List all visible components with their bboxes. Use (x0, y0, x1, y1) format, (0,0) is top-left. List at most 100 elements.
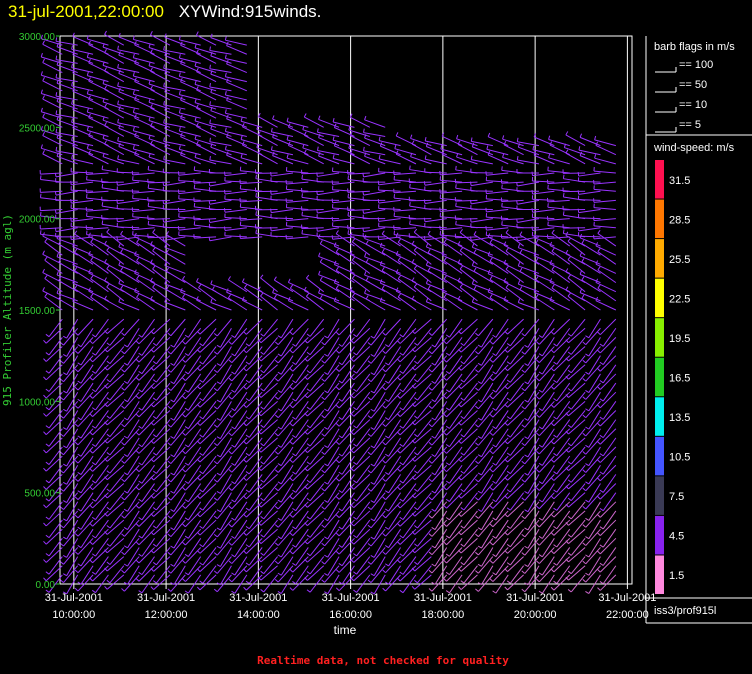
wind-barb-flag (71, 63, 74, 68)
wind-barb (270, 180, 293, 183)
wind-barb-flag (504, 440, 508, 445)
wind-barb-flag (121, 460, 125, 464)
wind-barb-flag (521, 570, 526, 574)
wind-barb-flag (324, 353, 329, 357)
wind-barb (48, 355, 63, 374)
wind-barb-flag (77, 344, 82, 348)
wind-barb (102, 119, 124, 128)
wind-barb-flag (506, 580, 511, 584)
wind-barb-flag (104, 259, 107, 264)
wind-barb-flag (182, 432, 186, 436)
speed-bin-swatch (655, 199, 664, 239)
wind-barb (431, 318, 448, 336)
wind-barb (95, 556, 109, 575)
wind-barb (194, 102, 217, 110)
wind-barb (92, 327, 109, 344)
wind-barb (495, 391, 509, 411)
wind-barb-flag (224, 36, 227, 41)
wind-barb (595, 300, 617, 311)
wind-barb (216, 391, 232, 410)
wind-barb (501, 181, 524, 184)
wind-barb (63, 565, 79, 583)
wind-barb (431, 337, 448, 355)
wind-barb (150, 70, 171, 83)
wind-barb (565, 234, 586, 247)
wind-barb (153, 428, 171, 444)
wind-barb-flag (553, 525, 558, 530)
wind-barb-flag (335, 551, 340, 555)
wind-barb-flag (397, 238, 401, 243)
wind-barb (102, 137, 124, 147)
wind-barb-flag (353, 571, 357, 575)
wind-barb-flag (411, 140, 415, 145)
x-tick-label-time: 14:00:00 (237, 609, 280, 621)
wind-barb (309, 574, 325, 593)
wind-barb-flag (567, 534, 572, 538)
wind-barb-flag (90, 275, 94, 280)
wind-barb (40, 227, 63, 230)
wind-barb (95, 355, 109, 374)
wind-barb-flag (196, 349, 201, 353)
wind-barb-flag (71, 136, 74, 141)
wind-barb-flag (245, 452, 250, 457)
wind-barb (95, 337, 109, 356)
wind-barb-flag (123, 490, 128, 494)
wind-barb (210, 283, 232, 293)
wind-barb-flag (138, 571, 143, 576)
wind-barb-flag (182, 340, 186, 345)
wind-barb-flag (72, 242, 75, 247)
wind-barb (565, 289, 586, 302)
wind-barb (424, 208, 447, 211)
wind-barb (106, 391, 125, 408)
wind-barb-flag (88, 40, 91, 45)
wind-barb (209, 159, 232, 165)
wind-barb (585, 346, 601, 364)
wind-barb-flag (135, 486, 140, 491)
wind-barb-flag (74, 441, 79, 446)
wind-barb-flag (40, 71, 43, 76)
wind-barb-flag (413, 247, 418, 251)
wind-barb-flag (138, 444, 143, 448)
wind-barb (226, 45, 248, 55)
wind-barb-flag (524, 363, 529, 367)
wind-barb-flag (565, 576, 569, 581)
wind-barb-flag (277, 499, 282, 503)
wind-barb (524, 337, 540, 355)
wind-barb-flag (582, 451, 587, 455)
wind-barb-flag (350, 358, 355, 362)
wind-barb (318, 155, 340, 165)
wind-barb-flag (228, 505, 233, 510)
wind-barb (449, 556, 463, 575)
wind-barb (426, 301, 447, 311)
wind-barb (553, 446, 571, 463)
wind-barb-flag (194, 80, 197, 85)
wind-barb-flag (216, 491, 221, 494)
wind-barb (187, 446, 202, 466)
wind-barb (225, 94, 247, 101)
wind-barb (373, 483, 386, 503)
wind-barb-flag (489, 468, 494, 473)
wind-barb (77, 373, 94, 391)
wind-barb (440, 216, 463, 220)
wind-barb (532, 190, 555, 195)
wind-barb (90, 241, 109, 256)
wind-barb (292, 318, 309, 336)
speed-bin-label: 31.5 (669, 175, 690, 187)
wind-barb-flag (382, 551, 386, 555)
wind-barb-flag (582, 359, 587, 364)
speed-bin-swatch (655, 476, 664, 515)
wind-barb (599, 428, 617, 445)
wind-barb-flag (443, 358, 447, 363)
wind-barb-flag (350, 504, 355, 509)
wind-barb (92, 474, 109, 491)
wind-barb-flag (132, 35, 135, 40)
wind-barb (317, 227, 340, 232)
wind-barb (80, 419, 94, 439)
wind-barb (471, 199, 493, 205)
wind-barb-flag (89, 340, 93, 344)
wind-barb (307, 455, 325, 472)
wind-barb (327, 483, 340, 503)
wind-barb (231, 455, 248, 473)
wind-barb-flag (243, 385, 247, 390)
wind-barb-flag (117, 118, 119, 123)
